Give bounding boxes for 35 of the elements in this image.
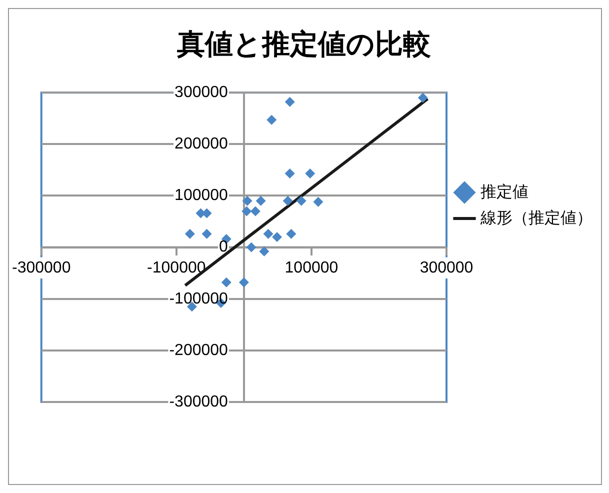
y-tick-label: 0	[219, 238, 228, 256]
point	[284, 96, 295, 107]
point	[250, 206, 260, 216]
point	[238, 277, 249, 288]
point	[282, 196, 293, 206]
point	[418, 92, 428, 103]
point	[263, 228, 274, 239]
point	[266, 114, 277, 125]
x-tick-label: -300000	[12, 259, 71, 276]
point	[256, 196, 266, 206]
legend-label: 推定値	[480, 182, 528, 201]
x-tick-label: 100000	[284, 259, 338, 276]
y-tick-label: -200000	[169, 342, 228, 359]
chart-title: 真値と推定値の比較	[176, 28, 432, 60]
point	[184, 228, 195, 239]
point	[305, 168, 316, 179]
y-tick-label: 300000	[174, 84, 228, 102]
point	[272, 232, 282, 242]
point	[242, 206, 252, 216]
y-tick-label: 100000	[174, 187, 228, 204]
point	[242, 196, 252, 206]
point	[286, 228, 296, 239]
x-tick-label: -100000	[147, 259, 206, 276]
point	[246, 242, 256, 252]
point	[259, 246, 270, 256]
point	[202, 228, 212, 239]
y-tick-label: -100000	[169, 290, 228, 308]
y-tick-label: -300000	[169, 393, 228, 410]
x-tick-label: 300000	[420, 259, 474, 276]
point	[284, 168, 295, 179]
point	[221, 277, 232, 288]
y-tick-label: 200000	[174, 136, 228, 153]
legend-label: 線形（推定値）	[480, 208, 592, 227]
point	[313, 196, 324, 207]
point	[296, 196, 306, 206]
